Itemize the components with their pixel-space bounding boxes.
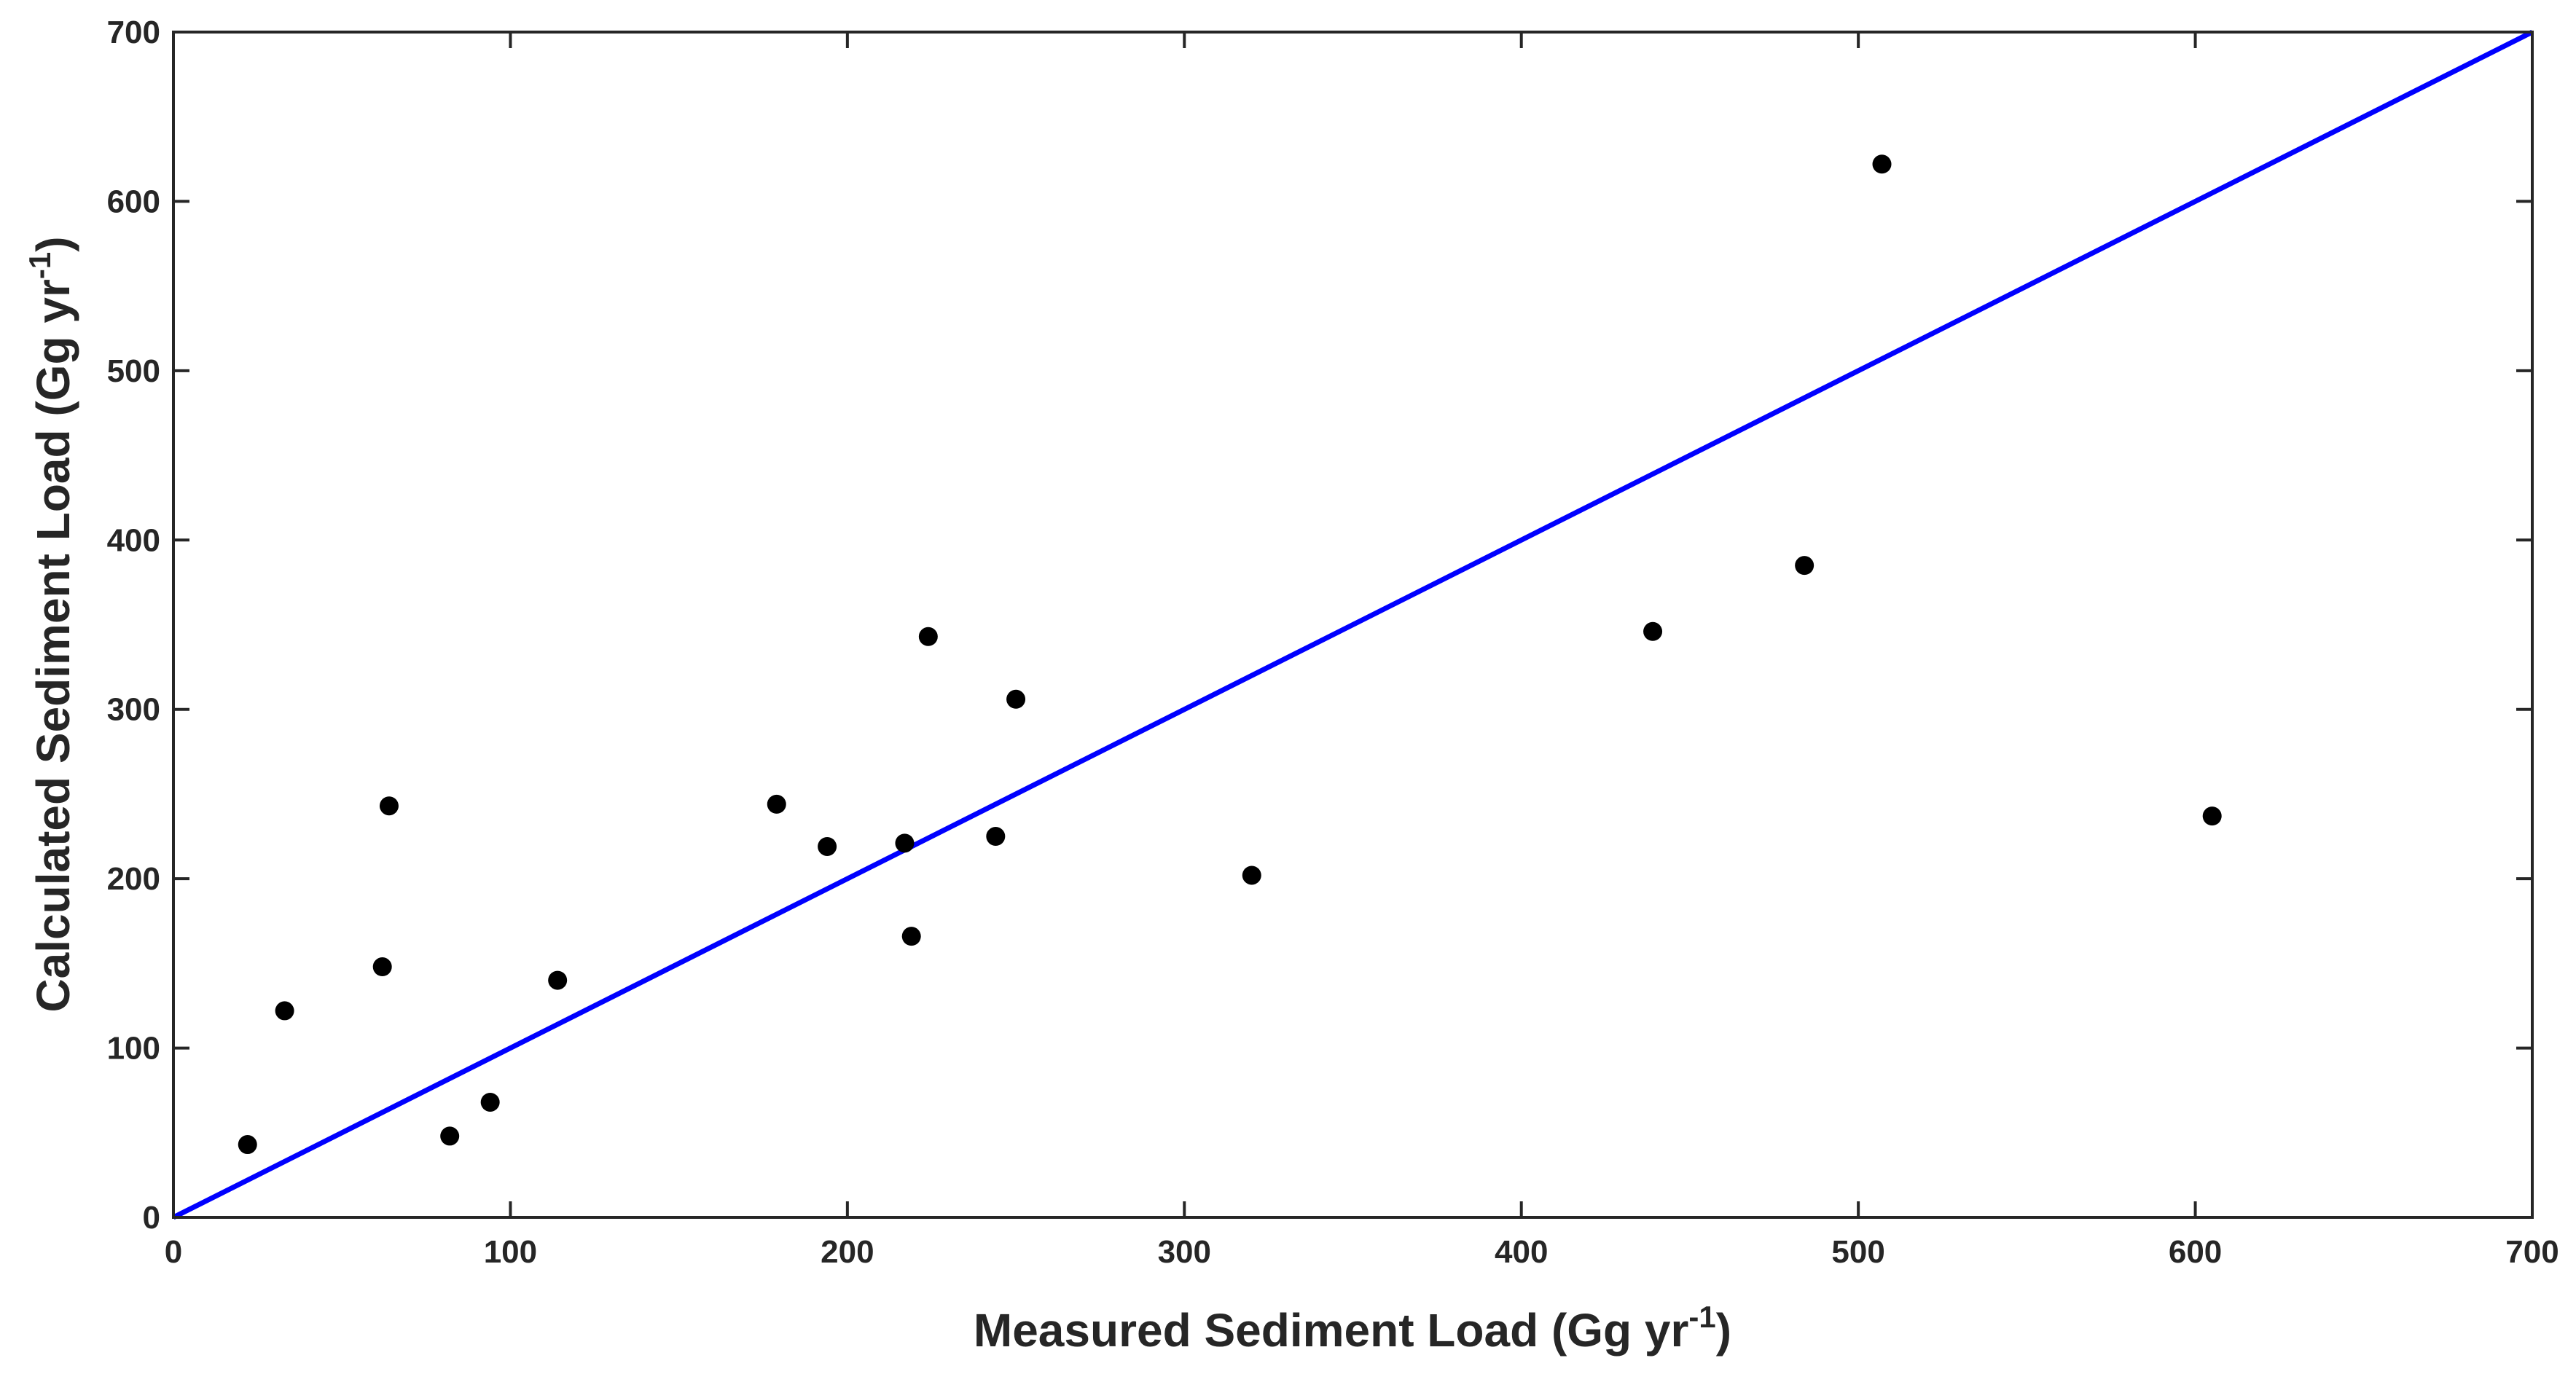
data-point	[901, 927, 921, 946]
x-tick-label: 400	[1495, 1234, 1548, 1270]
y-tick-label: 600	[107, 184, 160, 219]
data-point	[1242, 865, 1261, 885]
x-axis-label-superscript: -1	[1688, 1300, 1715, 1334]
y-axis-label: Calculated Sediment Load (Gg yr-1)	[23, 236, 79, 1012]
data-point	[1006, 689, 1026, 709]
x-tick-label: 500	[1831, 1234, 1884, 1270]
y-tick-label: 400	[107, 522, 160, 558]
data-point	[275, 1001, 294, 1021]
data-point	[238, 1135, 257, 1155]
reference-line-group	[172, 29, 2534, 1220]
x-tick-label: 700	[2505, 1234, 2559, 1270]
x-axis-label-text: Measured Sediment Load (Gg yr	[974, 1304, 1689, 1357]
x-tick-label: 0	[165, 1234, 182, 1270]
x-axis-label: Measured Sediment Load (Gg yr-1)	[974, 1300, 1731, 1357]
data-point	[480, 1092, 500, 1112]
plot-frame	[172, 31, 2534, 1219]
y-tick-label: 500	[107, 353, 160, 389]
data-point	[918, 627, 938, 646]
data-point	[440, 1126, 460, 1146]
data-point	[379, 796, 399, 816]
y-axis-label-text: Calculated Sediment Load (Gg yr	[27, 279, 79, 1012]
data-point	[986, 827, 1006, 847]
data-point	[767, 794, 786, 814]
x-axis-label-end: )	[1716, 1304, 1731, 1357]
x-tick-label: 100	[484, 1234, 537, 1270]
x-tick-label: 300	[1158, 1234, 1211, 1270]
y-axis-label-end: )	[27, 236, 79, 251]
y-tick-label: 300	[107, 692, 160, 728]
y-axis-label-superscript: -1	[23, 252, 57, 279]
y-tick-label: 0	[143, 1200, 160, 1236]
y-tick-label: 100	[107, 1031, 160, 1067]
data-point	[1643, 621, 1663, 641]
data-point	[1795, 556, 1814, 576]
data-point	[818, 836, 837, 856]
x-tick-label: 600	[2169, 1234, 2222, 1270]
data-point	[548, 970, 568, 990]
y-tick-label: 700	[107, 15, 160, 50]
ticks-group: 0 100 200 300 400 500 600 700 0 100 200 300 400 500 60…	[107, 15, 2559, 1270]
data-points-group	[238, 154, 2222, 1155]
data-point	[372, 957, 392, 977]
x-tick-label: 200	[821, 1234, 874, 1270]
one-to-one-line	[172, 29, 2534, 1220]
data-point	[1872, 154, 1892, 174]
y-tick-label: 200	[107, 861, 160, 897]
data-point	[2202, 806, 2222, 826]
data-point	[895, 833, 915, 853]
